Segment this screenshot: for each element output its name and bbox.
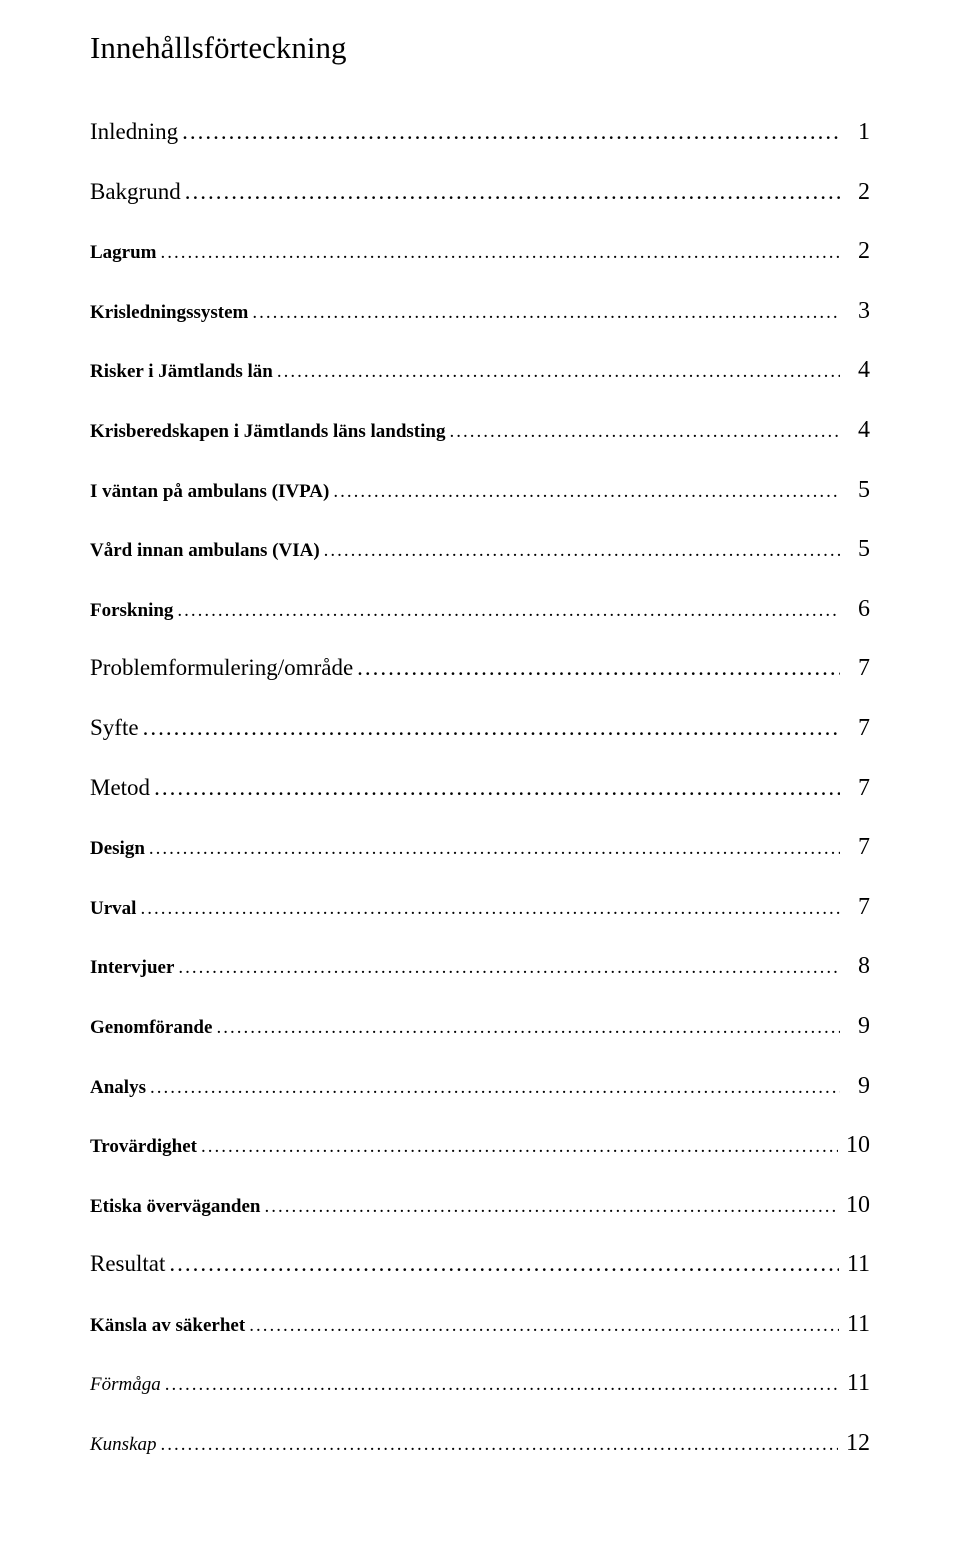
toc-label: Design: [90, 836, 145, 863]
toc-label: Kunskap: [90, 1432, 157, 1459]
toc-row: Problemformulering/område 7: [90, 652, 870, 686]
toc-label: Lagrum: [90, 240, 157, 267]
toc-pagenum: 4: [840, 354, 870, 388]
toc-row: Krisledningssystem 3: [90, 295, 870, 329]
toc-leader: [320, 538, 840, 565]
toc-row: Metod 7: [90, 772, 870, 806]
toc-label: Risker i Jämtlands län: [90, 359, 273, 386]
toc-label: Krisberedskapen i Jämtlands läns landsti…: [90, 419, 445, 446]
toc-label: Förmåga: [90, 1372, 161, 1399]
toc-label: Krisledningssystem: [90, 300, 248, 327]
toc-pagenum: 9: [840, 1070, 870, 1104]
toc-pagenum: 9: [840, 1010, 870, 1044]
toc-leader: [165, 1248, 839, 1280]
toc-leader: [261, 1194, 839, 1221]
toc-label: Forskning: [90, 598, 173, 625]
toc-label: Inledning: [90, 116, 178, 148]
toc-pagenum: 7: [840, 652, 870, 686]
toc-row: Bakgrund 2: [90, 176, 870, 210]
toc-row: Kunskap 12: [90, 1427, 870, 1461]
toc-leader: [197, 1134, 838, 1161]
toc-leader: [139, 712, 840, 744]
toc-label: Syfte: [90, 712, 139, 744]
toc-leader: [146, 1075, 840, 1102]
toc-leader: [150, 772, 840, 804]
toc-pagenum: 8: [840, 950, 870, 984]
toc-leader: [174, 955, 840, 982]
toc-leader: [353, 652, 840, 684]
toc-row: Trovärdighet 10: [90, 1129, 870, 1163]
toc-pagenum: 11: [839, 1248, 870, 1282]
toc-leader: [173, 598, 840, 625]
toc-label: Problemformulering/område: [90, 652, 353, 684]
toc-row: Etiska överväganden 10: [90, 1189, 870, 1223]
toc-leader: [178, 116, 840, 148]
toc-pagenum: 2: [840, 176, 870, 210]
toc-label: Känsla av säkerhet: [90, 1313, 245, 1340]
toc-pagenum: 4: [840, 414, 870, 448]
toc-leader: [145, 836, 840, 863]
toc-label: Etiska överväganden: [90, 1194, 261, 1221]
toc-row: Syfte 7: [90, 712, 870, 746]
toc-pagenum: 7: [840, 891, 870, 925]
toc-leader: [181, 176, 840, 208]
page-title: Innehållsförteckning: [90, 30, 870, 66]
toc-leader: [273, 359, 840, 386]
toc-label: Metod: [90, 772, 150, 804]
table-of-contents: Inledning 1 Bakgrund 2 Lagrum 2 Krisledningssy…: [90, 116, 870, 1461]
toc-leader: [329, 479, 840, 506]
toc-leader: [136, 896, 840, 923]
toc-label: Analys: [90, 1075, 146, 1102]
toc-label: Genomförande: [90, 1015, 212, 1042]
toc-leader: [248, 300, 840, 327]
toc-row: Känsla av säkerhet 11: [90, 1308, 870, 1342]
toc-label: I väntan på ambulans (IVPA): [90, 479, 329, 506]
toc-leader: [157, 240, 841, 267]
toc-label: Resultat: [90, 1248, 165, 1280]
toc-row: Forskning 6: [90, 593, 870, 627]
toc-row: Vård innan ambulans (VIA) 5: [90, 533, 870, 567]
toc-leader: [161, 1372, 839, 1399]
toc-label: Bakgrund: [90, 176, 181, 208]
toc-row: Urval 7: [90, 891, 870, 925]
toc-leader: [212, 1015, 840, 1042]
toc-pagenum: 10: [838, 1189, 870, 1223]
toc-pagenum: 3: [840, 295, 870, 329]
toc-pagenum: 7: [840, 772, 870, 806]
toc-row: Analys 9: [90, 1070, 870, 1104]
toc-pagenum: 11: [839, 1367, 870, 1401]
toc-row: Intervjuer 8: [90, 950, 870, 984]
toc-label: Urval: [90, 896, 136, 923]
toc-leader: [445, 419, 840, 446]
toc-pagenum: 2: [840, 235, 870, 269]
toc-row: Risker i Jämtlands län 4: [90, 354, 870, 388]
toc-pagenum: 12: [838, 1427, 870, 1461]
toc-pagenum: 6: [840, 593, 870, 627]
toc-pagenum: 1: [840, 116, 870, 150]
toc-row: Genomförande 9: [90, 1010, 870, 1044]
toc-pagenum: 11: [839, 1308, 870, 1342]
toc-leader: [157, 1432, 839, 1459]
toc-label: Vård innan ambulans (VIA): [90, 538, 320, 565]
toc-label: Trovärdighet: [90, 1134, 197, 1161]
toc-row: Förmåga 11: [90, 1367, 870, 1401]
toc-pagenum: 10: [838, 1129, 870, 1163]
toc-pagenum: 5: [840, 474, 870, 508]
toc-pagenum: 7: [840, 712, 870, 746]
toc-row: Krisberedskapen i Jämtlands läns landsti…: [90, 414, 870, 448]
toc-row: Lagrum 2: [90, 235, 870, 269]
toc-pagenum: 7: [840, 831, 870, 865]
toc-row: I väntan på ambulans (IVPA) 5: [90, 474, 870, 508]
toc-row: Design 7: [90, 831, 870, 865]
toc-pagenum: 5: [840, 533, 870, 567]
toc-leader: [245, 1313, 839, 1340]
toc-label: Intervjuer: [90, 955, 174, 982]
toc-row: Resultat 11: [90, 1248, 870, 1282]
toc-row: Inledning 1: [90, 116, 870, 150]
